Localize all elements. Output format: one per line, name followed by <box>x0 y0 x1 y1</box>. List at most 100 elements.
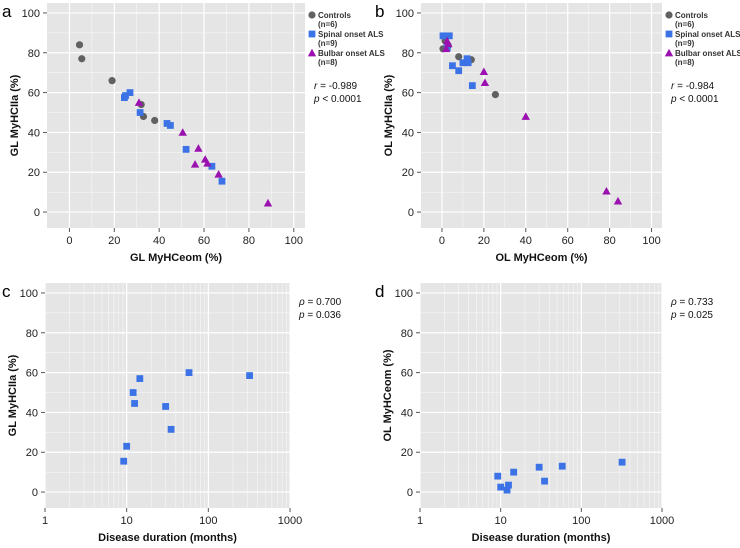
bulbar-data-point <box>190 160 200 168</box>
spinal-data-point <box>459 59 467 67</box>
legend-spinal-label: Spinal onset ALS <box>318 30 384 39</box>
y-tick-label: 60 <box>401 368 413 380</box>
legend-controls-count: (n=6) <box>318 20 338 29</box>
spinal-data-point <box>129 389 137 396</box>
y-tick-label: 20 <box>26 447 38 459</box>
y-tick-label: 80 <box>26 328 38 340</box>
spinal-data-point <box>503 486 511 494</box>
stat-symbol: r <box>671 81 675 92</box>
spinal-data-point <box>510 468 518 476</box>
x-axis-title: Disease duration (months) <box>98 532 237 544</box>
panel-c: c 0 20 40 60 80 100 1 10 100 1000 Disease duration … <box>2 282 342 544</box>
y-tick-label: 20 <box>401 447 413 459</box>
panel-letter: b <box>375 2 384 21</box>
x-tick-label: 40 <box>153 235 165 247</box>
stat-value: = -0.984 <box>674 81 714 92</box>
x-tick-label: 1 <box>417 515 423 527</box>
bulbar-data-point <box>134 98 144 106</box>
stat-line: p < 0.0001 <box>313 94 362 105</box>
stat-value: < 0.0001 <box>677 94 719 105</box>
y-tick-label: 80 <box>402 48 414 60</box>
stat-value: < 0.0001 <box>320 94 362 105</box>
y-tick-label: 40 <box>402 127 414 139</box>
y-axis-title: GL MyHCIIa (%) <box>7 354 19 436</box>
spinal-data-point <box>185 369 193 377</box>
y-tick-label: 80 <box>401 328 413 340</box>
x-tick-label: 0 <box>439 235 445 247</box>
spinal-data-point <box>123 442 131 450</box>
stat-value: = 0.036 <box>305 310 342 321</box>
y-tick-label: 60 <box>402 88 414 100</box>
legend-controls-marker <box>308 11 316 19</box>
bulbar-data-point <box>178 128 187 136</box>
stat-symbol: ρ <box>670 297 677 308</box>
legend-bulbar-label: Bulbar onset ALS <box>675 49 740 58</box>
panel-b: b 0 20 40 60 80 100 0 20 40 60 80 100 OL MyHCeom (%) O… <box>375 2 740 264</box>
spinal-data-point <box>618 458 626 466</box>
x-tick-label: 1 <box>42 515 48 527</box>
y-axis-title: GL MyHCIIa (%) <box>9 74 21 156</box>
panel-letter: c <box>2 282 11 301</box>
stat-value: = 0.733 <box>677 297 714 308</box>
panel-d: d 0 20 40 60 80 100 1 10 100 1000 Disease duration … <box>375 282 714 544</box>
spinal-data-point <box>445 32 453 40</box>
spinal-data-point <box>182 145 190 153</box>
legend-spinal-count: (n=9) <box>318 39 338 48</box>
panel-letter: a <box>2 2 12 21</box>
stat-symbol: p <box>670 94 677 105</box>
legend-bulbar-marker <box>664 48 674 57</box>
stat-symbol: p <box>670 310 677 321</box>
legend-spinal-marker <box>308 30 316 38</box>
x-tick-label: 20 <box>108 235 120 247</box>
spinal-data-point <box>166 122 174 129</box>
x-tick-label: 20 <box>478 235 490 247</box>
x-axis-title: Disease duration (months) <box>472 532 611 544</box>
y-tick-label: 20 <box>402 167 414 179</box>
bulbar-data-point <box>442 36 452 45</box>
legend-spinal-label: Spinal onset ALS <box>675 30 740 39</box>
y-tick-label: 0 <box>408 207 414 219</box>
legend-controls-label: Controls <box>318 11 351 20</box>
legend-bulbar-count: (n=8) <box>318 58 338 67</box>
spinal-data-point <box>218 177 226 185</box>
controls-data-point <box>151 116 159 125</box>
plot-background <box>47 3 305 228</box>
stat-line: r = -0.989 <box>314 81 358 92</box>
bulbar-data-point <box>480 78 490 87</box>
bulbar-data-point <box>194 144 203 152</box>
x-tick-label: 80 <box>243 235 255 247</box>
x-tick-label: 40 <box>520 235 532 247</box>
spinal-data-point <box>167 425 175 433</box>
spinal-data-point <box>505 481 512 489</box>
x-tick-label: 1000 <box>650 515 674 527</box>
spinal-data-point <box>246 372 253 379</box>
y-tick-label: 0 <box>407 487 413 499</box>
y-axis-title: OL MyHCeom (%) <box>382 349 394 441</box>
x-tick-label: 100 <box>199 515 217 527</box>
legend-bulbar-count: (n=8) <box>675 58 695 67</box>
stat-line: r = -0.984 <box>671 81 715 92</box>
bulbar-data-point <box>521 112 530 120</box>
spinal-data-point <box>494 472 502 480</box>
stat-line: ρ = 0.733 <box>670 297 714 308</box>
controls-data-point <box>75 41 84 49</box>
x-tick-label: 60 <box>198 235 210 247</box>
legend-controls-marker <box>665 11 673 19</box>
y-tick-label: 100 <box>20 288 38 300</box>
spinal-data-point <box>126 89 134 97</box>
y-tick-label: 60 <box>26 368 38 380</box>
spinal-data-point <box>535 463 543 471</box>
spinal-data-point <box>541 477 548 485</box>
stat-value: = -0.989 <box>317 81 357 92</box>
spinal-data-point <box>455 67 463 75</box>
y-tick-label: 40 <box>401 407 413 419</box>
spinal-data-point <box>463 55 471 63</box>
stat-symbol: ρ <box>298 297 305 308</box>
plot-background <box>45 283 290 508</box>
legend-bulbar-label: Bulbar onset ALS <box>318 49 385 58</box>
legend-controls-count: (n=6) <box>675 20 695 29</box>
x-tick-label: 10 <box>495 515 507 527</box>
legend-controls-label: Controls <box>675 11 708 20</box>
y-tick-label: 40 <box>28 127 40 139</box>
stat-symbol: p <box>298 310 305 321</box>
